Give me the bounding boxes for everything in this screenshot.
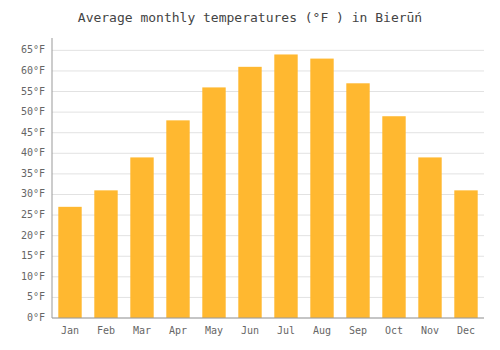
- y-tick-label: 40°F: [21, 147, 45, 158]
- y-tick-labels: 0°F 5°F 10°F 15°F 20°F 25°F 30°F 35°F 40°F 45°F 50…: [21, 44, 45, 323]
- y-tick-label: 65°F: [21, 44, 45, 55]
- grid-line: [52, 153, 484, 154]
- chart: 0°F 5°F 10°F 15°F 20°F 25°F 30°F 35°F 40°F 45°F 50…: [0, 0, 500, 350]
- x-tick-label: Oct: [385, 325, 403, 336]
- bar: [310, 59, 333, 318]
- grid-line: [52, 112, 484, 113]
- y-tick-label: 5°F: [27, 291, 45, 302]
- bar: [382, 116, 405, 318]
- y-tick-label: 60°F: [21, 65, 45, 76]
- y-tick-label: 45°F: [21, 127, 45, 138]
- x-tick-labels: Jan Feb Mar Apr May Jun Jul Aug Sep Oct Nov Dec: [61, 325, 475, 336]
- bar: [58, 207, 81, 318]
- bar: [418, 157, 441, 318]
- chart-container: 0°F 5°F 10°F 15°F 20°F 25°F 30°F 35°F 40°F 45°F 50…: [0, 0, 500, 350]
- bar: [130, 157, 153, 318]
- x-tick-label: May: [205, 325, 223, 336]
- y-tick-label: 35°F: [21, 168, 45, 179]
- y-tick-label: 10°F: [21, 271, 45, 282]
- y-tick-label: 15°F: [21, 250, 45, 261]
- grid-line: [52, 318, 484, 319]
- y-grid: [52, 50, 484, 318]
- y-tick-label: 30°F: [21, 188, 45, 199]
- bar: [454, 190, 477, 318]
- title: Average monthly temperatures (°F ) in Bi…: [78, 10, 422, 25]
- x-tick-label: Nov: [421, 325, 439, 336]
- y-axis-line: [52, 38, 53, 318]
- grid-line: [52, 50, 484, 51]
- y-tick-label: 20°F: [21, 230, 45, 241]
- x-tick-label: Aug: [313, 325, 331, 336]
- y-tick-label: 0°F: [27, 312, 45, 323]
- bar: [166, 120, 189, 318]
- bars: [58, 54, 477, 318]
- y-tick-label: 25°F: [21, 209, 45, 220]
- grid-line: [52, 70, 484, 71]
- x-tick-label: Mar: [133, 325, 151, 336]
- bar: [202, 87, 225, 318]
- x-tick-label: Feb: [97, 325, 115, 336]
- x-tick-label: Jan: [61, 325, 79, 336]
- x-tick-label: Jul: [277, 325, 295, 336]
- y-tick-label: 50°F: [21, 106, 45, 117]
- bar: [238, 67, 261, 318]
- bar: [346, 83, 369, 318]
- bar: [274, 54, 297, 318]
- x-tick-label: Sep: [349, 325, 367, 336]
- x-tick-label: Apr: [169, 325, 187, 336]
- bar: [94, 190, 117, 318]
- x-tick-label: Dec: [457, 325, 475, 336]
- grid-line: [52, 132, 484, 133]
- y-tick-label: 55°F: [21, 86, 45, 97]
- x-tick-label: Jun: [241, 325, 259, 336]
- grid-line: [52, 91, 484, 92]
- x-axis-line: [52, 318, 484, 319]
